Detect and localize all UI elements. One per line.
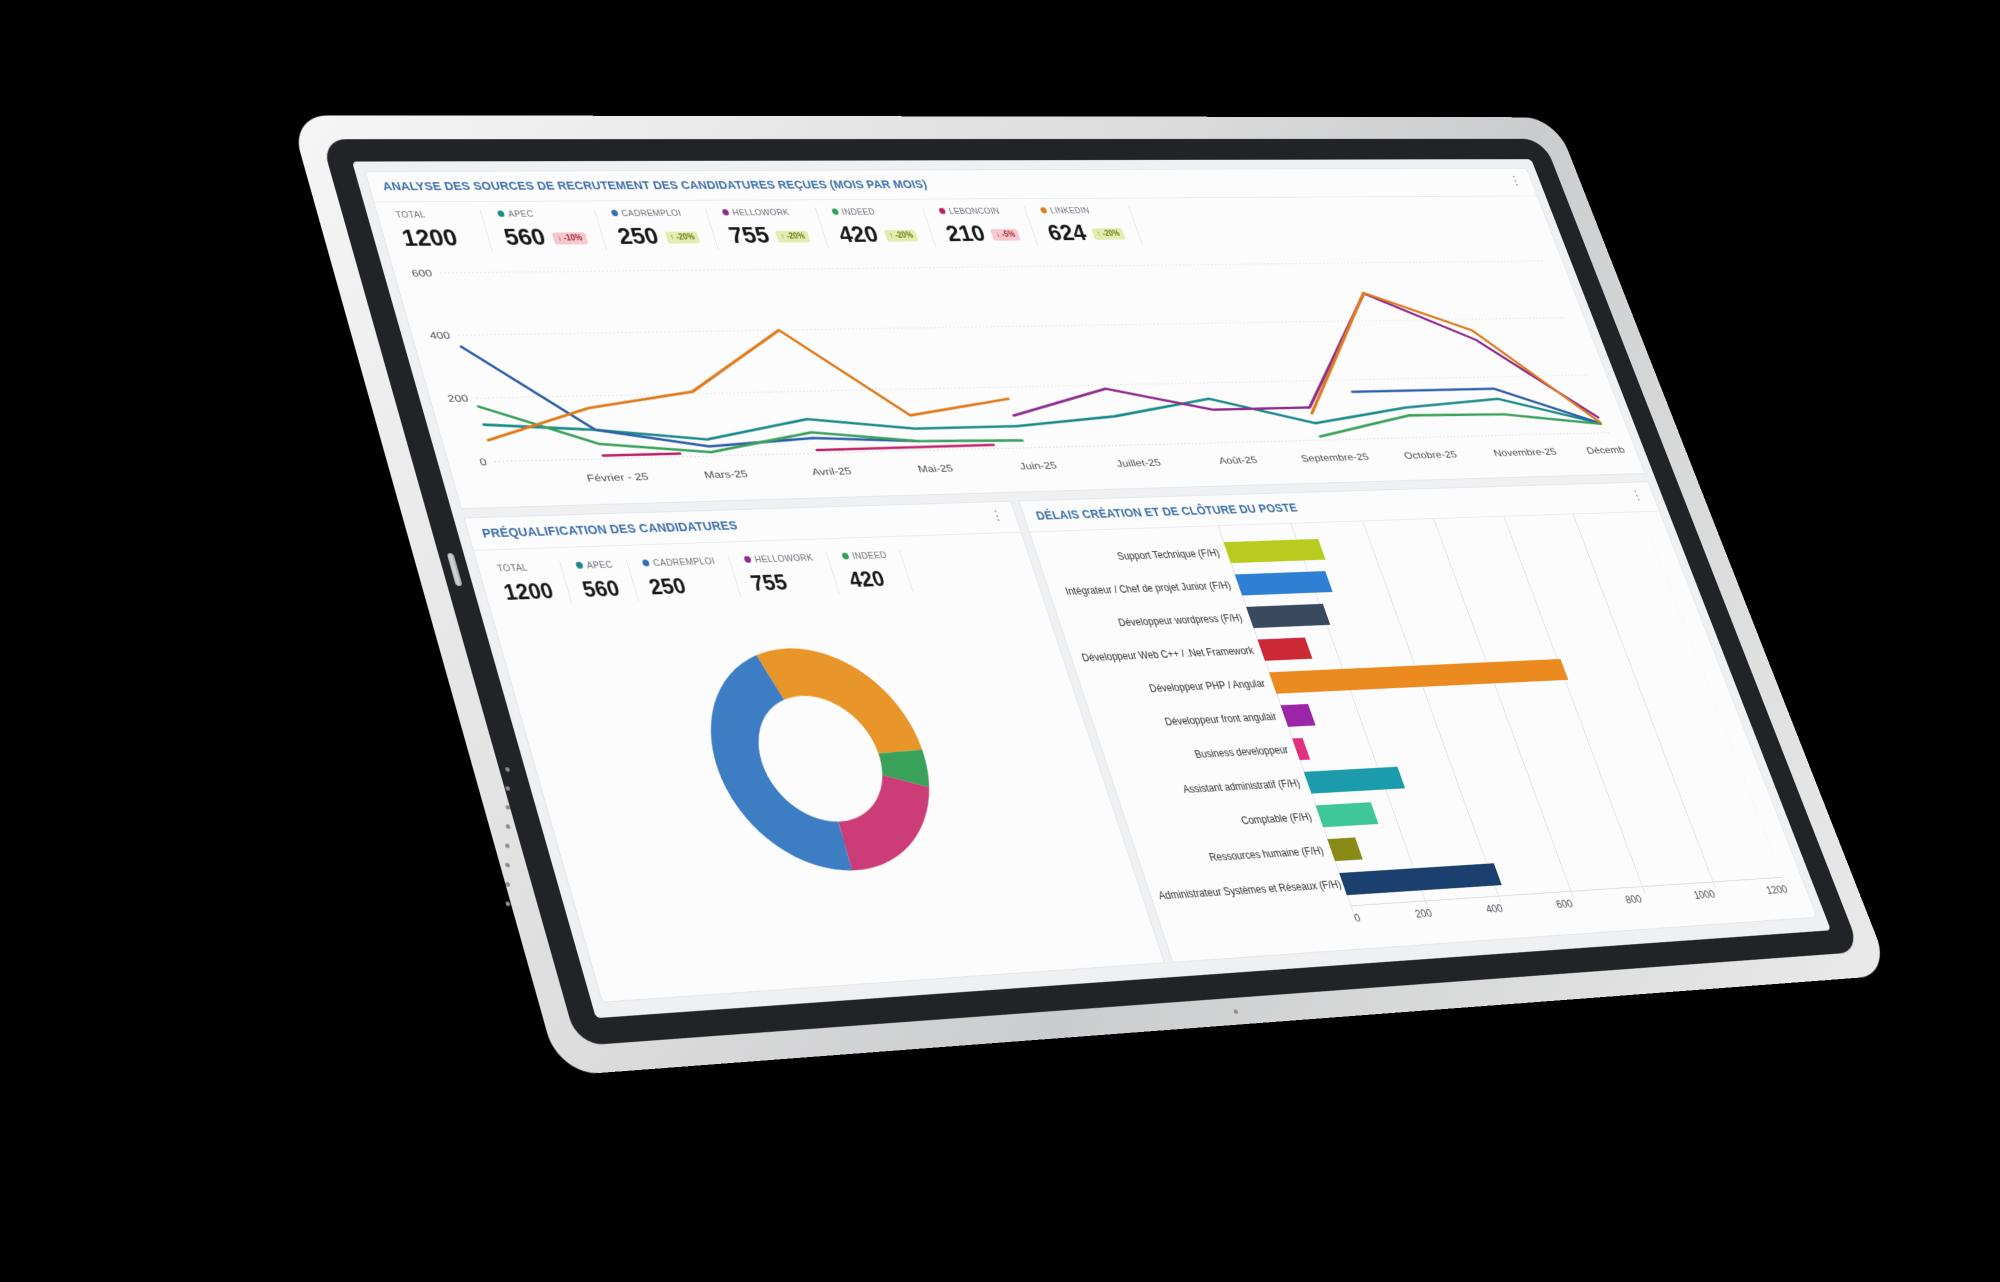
svg-text:Décembre-25: Décembre-25 (1585, 445, 1630, 456)
svg-text:Février - 25: Février - 25 (586, 472, 650, 484)
svg-text:Mars-25: Mars-25 (703, 469, 749, 481)
svg-text:200: 200 (446, 394, 469, 405)
svg-text:Avril-25: Avril-25 (811, 466, 853, 477)
svg-text:Juin-25: Juin-25 (1018, 461, 1058, 472)
svg-text:Juillet-25: Juillet-25 (1115, 458, 1162, 469)
svg-text:400: 400 (428, 331, 451, 342)
svg-text:600: 600 (411, 269, 434, 280)
svg-text:Septembre-25: Septembre-25 (1300, 452, 1371, 464)
svg-text:Octobre-25: Octobre-25 (1403, 450, 1459, 461)
svg-text:0: 0 (478, 457, 488, 468)
svg-text:Août-25: Août-25 (1217, 455, 1258, 466)
svg-text:Novembre-25: Novembre-25 (1492, 447, 1558, 458)
svg-text:Mai-25: Mai-25 (917, 464, 955, 475)
